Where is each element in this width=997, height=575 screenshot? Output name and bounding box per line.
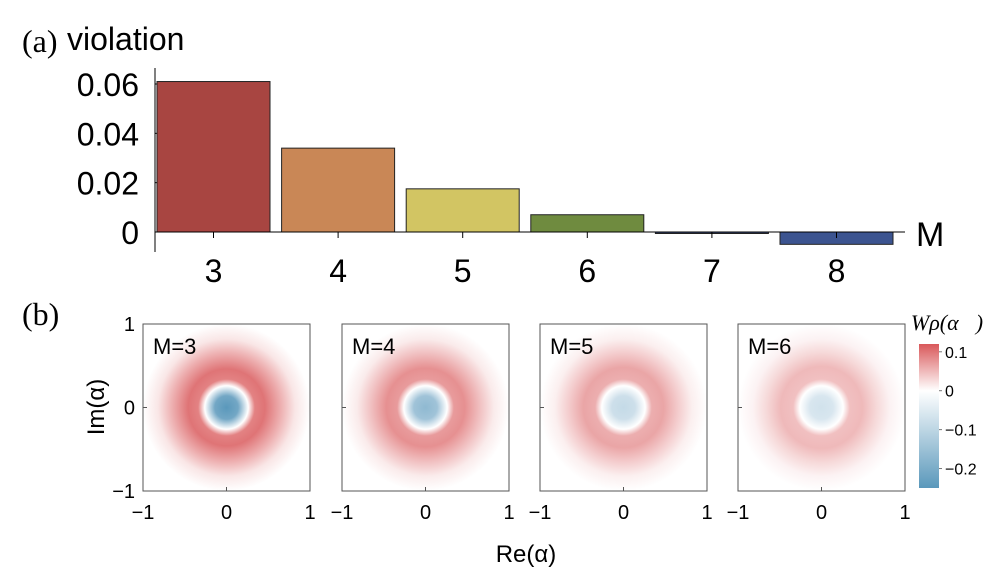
colorbar-tick-label: −0.2 [945,462,977,479]
panel-b-label: (b) [22,296,59,332]
y-tick-label: 0.02 [77,166,139,202]
bar-m-6 [530,214,645,233]
wigner-heatmap-m4 [341,323,510,492]
bar-m-5 [405,188,520,233]
wigner-heatmap-m3 [142,323,311,492]
heatmap-panel-label: M=3 [153,334,196,359]
heatmap-x-tick-label: 1 [503,502,514,524]
y-tick-label: 0.04 [77,116,139,152]
x-tick-label: 3 [205,253,223,289]
heatmap-x-tick-label: −1 [529,502,552,524]
colorbar-tick-label: 0 [945,384,954,401]
heatmap-x-tick-label: 0 [420,502,431,524]
heatmap-x-tick-label: −1 [132,502,155,524]
heatmap-x-axis-title: Re(α) [496,541,557,568]
wigner-heatmap-m5 [539,323,708,492]
heatmap-panel-label: M=4 [352,334,395,359]
x-tick-label: 7 [703,253,721,289]
heatmap-x-tick-label: 0 [816,502,827,524]
heatmap-x-tick-label: 0 [618,502,629,524]
y-tick-label: 0 [121,215,139,251]
bar-chart: 0 0.02 0.04 0.06 3 4 5 6 7 8 [77,67,905,289]
panel-a: (a) violation 0 0.02 0.04 0.06 3 4 5 6 7 8 M [22,21,944,289]
heatmap-y-tick-label: 0 [124,398,135,420]
x-tick-label: 4 [329,253,347,289]
y-axis-title: violation [67,21,184,57]
heatmap-panel-label: M=6 [748,334,791,359]
colorbar: 0.1 0 −0.1 −0.2 [919,344,977,488]
heatmap-y-tick-label: 1 [124,314,135,336]
x-tick-label: 6 [578,253,596,289]
x-tick-label: 5 [454,253,472,289]
heatmap-x-tick-label: 0 [221,502,232,524]
colorbar-title: Wρ(α⃗) [911,310,983,335]
x-tick-label: 8 [828,253,846,289]
heatmap-x-tick-label: 1 [899,502,910,524]
heatmap-panels: M=3 −1 0 1 1 0 −1 M=4 −1 0 1 M=5 −1 0 1 M=6 −1 0 1 [112,314,910,524]
panel-a-label: (a) [22,23,58,59]
heatmap-x-tick-label: 1 [701,502,712,524]
heatmap-x-tick-label: −1 [727,502,750,524]
heatmap-y-tick-label: −1 [112,481,135,503]
colorbar-tick-label: 0.1 [945,345,967,362]
wigner-heatmap-m6 [737,323,906,492]
colorbar-tick-label: −0.1 [945,423,977,440]
heatmap-x-tick-label: 1 [304,502,315,524]
heatmap-panel-label: M=5 [550,334,593,359]
colorbar-gradient [919,344,939,488]
x-axis-title: M [916,216,944,254]
bar-m-4 [281,147,396,233]
heatmap-y-axis-title: Im(α) [83,379,110,436]
heatmap-x-tick-label: −1 [331,502,354,524]
y-tick-label: 0.06 [77,67,139,103]
bar-m-3 [156,81,271,233]
panel-b: (b) M=3 −1 0 1 1 0 −1 M=4 −1 0 1 M=5 −1 0 1 M=6 −1 0 1 Re(… [22,296,983,568]
